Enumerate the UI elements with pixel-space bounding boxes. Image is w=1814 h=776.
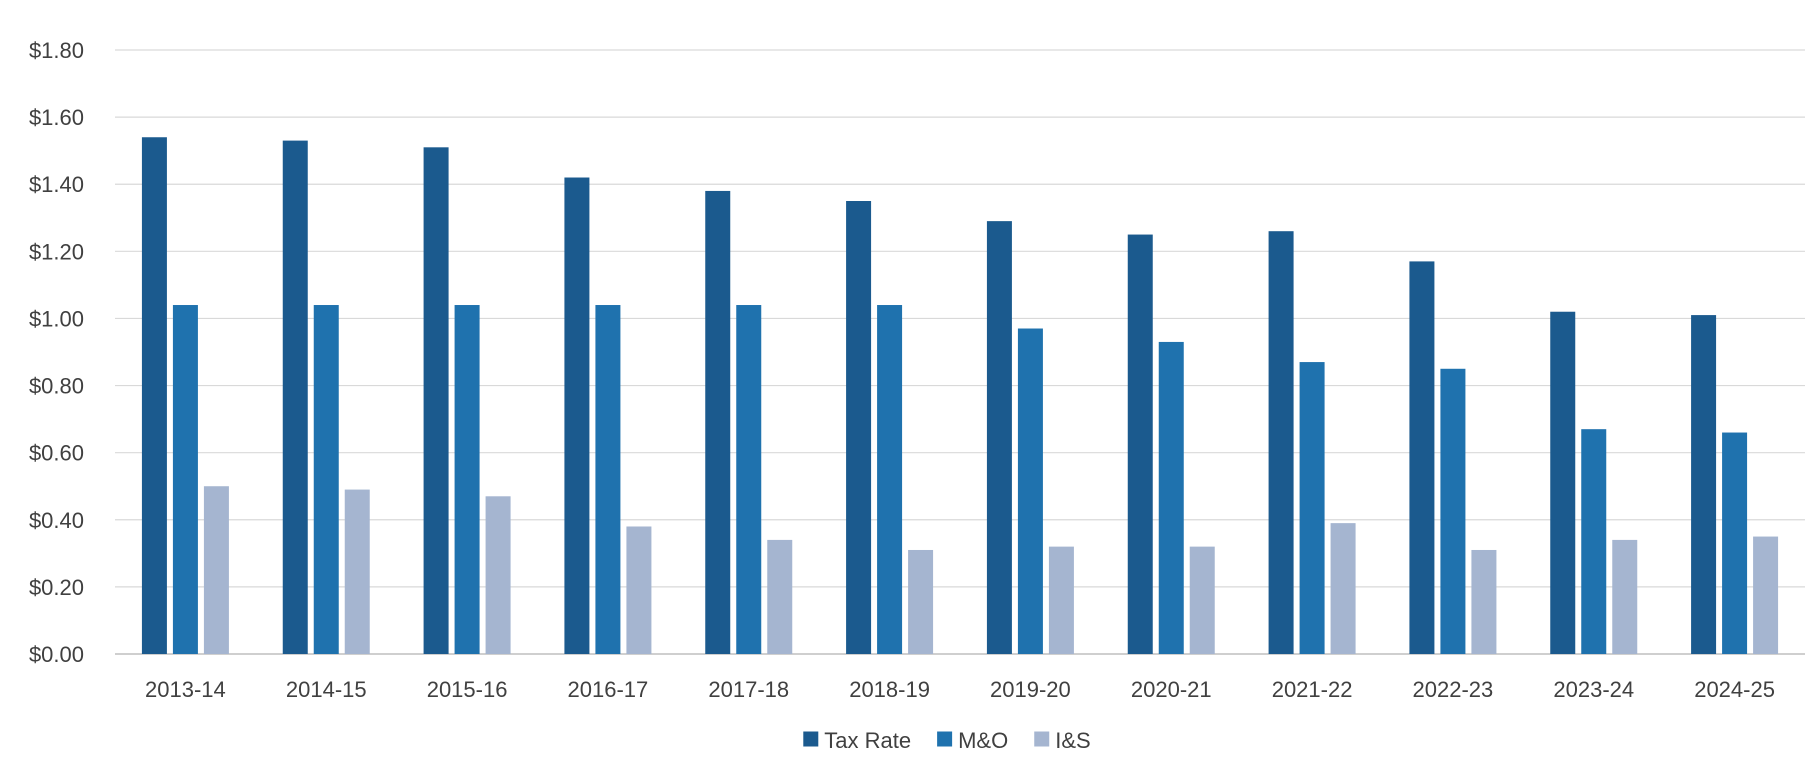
bar-tax-rate-2023-24 [1550, 311, 1576, 654]
legend-label: I&S [1055, 728, 1090, 753]
y-tick-label: $0.80 [29, 374, 84, 399]
bar-m-o-2021-22 [1299, 362, 1325, 654]
bar-tax-rate-2016-17 [564, 177, 590, 654]
bar-i-s-2024-25 [1753, 536, 1779, 654]
bar-m-o-2014-15 [313, 305, 339, 654]
bar-tax-rate-2018-19 [846, 201, 872, 654]
y-tick-label: $1.40 [29, 172, 84, 197]
bar-i-s-2022-23 [1471, 549, 1497, 654]
bar-i-s-2015-16 [485, 496, 511, 654]
x-tick-label: 2013-14 [145, 677, 226, 702]
bar-tax-rate-2024-25 [1691, 315, 1717, 654]
bar-tax-rate-2019-20 [986, 221, 1012, 654]
bar-i-s-2018-19 [908, 549, 934, 654]
legend-label: M&O [958, 728, 1008, 753]
bar-i-s-2021-22 [1330, 523, 1356, 654]
y-tick-label: $1.80 [29, 38, 84, 63]
legend-label: Tax Rate [824, 728, 911, 753]
bars [141, 137, 1779, 655]
x-tick-label: 2020-21 [1131, 677, 1212, 702]
bar-m-o-2016-17 [595, 305, 621, 654]
bar-i-s-2014-15 [344, 489, 370, 654]
x-tick-label: 2019-20 [990, 677, 1071, 702]
bar-m-o-2020-21 [1158, 341, 1184, 654]
x-tick-label: 2017-18 [708, 677, 789, 702]
x-tick-label: 2023-24 [1553, 677, 1634, 702]
bar-m-o-2017-18 [736, 305, 762, 654]
y-axis-tick-labels: $0.00 $0.20 $0.40 $0.60 $0.80 $1.00 $1.20 $1.40… [29, 38, 84, 667]
x-tick-label: 2024-25 [1694, 677, 1775, 702]
gridlines [115, 49, 1805, 655]
legend-item-tax-rate: Tax Rate [803, 728, 911, 753]
bar-tax-rate-2015-16 [423, 147, 449, 655]
x-axis-tick-labels: 2013-14 2014-15 2015-16 2016-17 2017-18 2018-… [145, 677, 1775, 702]
bar-m-o-2013-14 [172, 305, 198, 654]
bar-i-s-2019-20 [1048, 546, 1074, 654]
bar-i-s-2020-21 [1189, 546, 1215, 654]
y-tick-label: $1.60 [29, 105, 84, 130]
x-tick-label: 2021-22 [1272, 677, 1353, 702]
legend-item-i-s: I&S [1034, 728, 1091, 753]
bar-m-o-2019-20 [1017, 328, 1043, 654]
bar-tax-rate-2022-23 [1409, 261, 1435, 654]
bar-tax-rate-2014-15 [282, 140, 308, 655]
bar-m-o-2015-16 [454, 305, 480, 654]
bar-tax-rate-2017-18 [705, 190, 731, 654]
bar-i-s-2016-17 [626, 526, 652, 654]
x-tick-label: 2015-16 [427, 677, 508, 702]
bar-m-o-2023-24 [1581, 429, 1607, 654]
y-tick-label: $1.00 [29, 306, 84, 331]
x-tick-label: 2018-19 [849, 677, 930, 702]
bar-tax-rate-2013-14 [141, 137, 167, 654]
x-tick-label: 2016-17 [568, 677, 649, 702]
x-tick-label: 2014-15 [286, 677, 367, 702]
x-tick-label: 2022-23 [1413, 677, 1494, 702]
legend-swatch [803, 731, 819, 747]
y-tick-label: $0.60 [29, 441, 84, 466]
bar-i-s-2013-14 [203, 486, 229, 654]
legend-item-m-o: M&O [937, 728, 1008, 753]
y-tick-label: $0.00 [29, 642, 84, 667]
bar-i-s-2017-18 [767, 539, 793, 654]
y-tick-label: $1.20 [29, 239, 84, 264]
bar-m-o-2024-25 [1722, 432, 1748, 654]
bar-tax-rate-2020-21 [1127, 234, 1153, 655]
y-tick-label: $0.40 [29, 508, 84, 533]
legend-swatch [937, 731, 953, 747]
bar-m-o-2022-23 [1440, 368, 1466, 654]
bar-tax-rate-2021-22 [1268, 231, 1294, 654]
y-tick-label: $0.20 [29, 575, 84, 600]
bar-i-s-2023-24 [1612, 539, 1638, 654]
bar-m-o-2018-19 [877, 305, 903, 654]
legend-swatch [1034, 731, 1050, 747]
legend: Tax Rate M&O I&S [803, 728, 1091, 753]
